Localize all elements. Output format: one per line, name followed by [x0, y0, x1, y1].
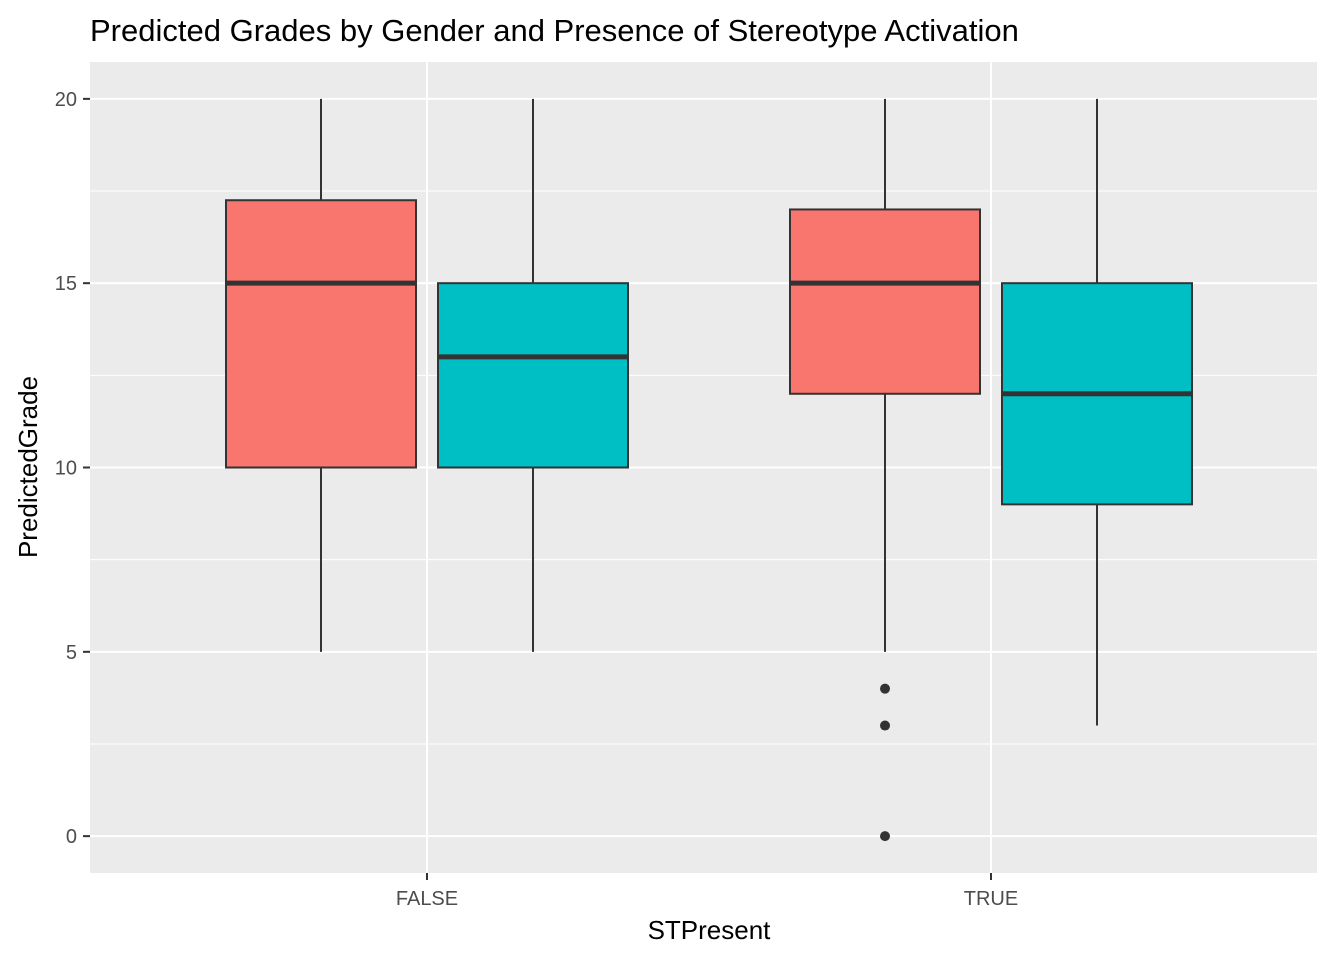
box-true-2	[1001, 98, 1193, 726]
y-axis-title: PredictedGrade	[13, 376, 43, 558]
outlier-point	[880, 720, 890, 731]
y-tick-label: 15	[55, 273, 77, 295]
y-axis: 0 5 10 15 20	[55, 89, 90, 848]
y-tick-label: 5	[66, 642, 77, 664]
x-tick-label: TRUE	[964, 888, 1018, 910]
box-iqr	[789, 208, 981, 395]
box-true-1	[789, 98, 981, 842]
y-tick-label: 10	[55, 458, 77, 480]
outlier-point	[880, 831, 890, 842]
y-tick-label: 0	[66, 826, 77, 848]
chart-title: Predicted Grades by Gender and Presence …	[90, 13, 1019, 48]
boxes-layer	[225, 98, 1193, 842]
x-tick-label: FALSE	[396, 888, 458, 910]
y-tick-label: 20	[55, 89, 77, 111]
box-false-1	[225, 98, 417, 652]
box-iqr	[437, 282, 629, 469]
outlier-point	[880, 683, 890, 694]
box-iqr	[225, 199, 417, 469]
box-false-2	[437, 98, 629, 652]
x-axis-title: STPresent	[648, 915, 772, 945]
x-axis: FALSE TRUE	[396, 873, 1018, 910]
